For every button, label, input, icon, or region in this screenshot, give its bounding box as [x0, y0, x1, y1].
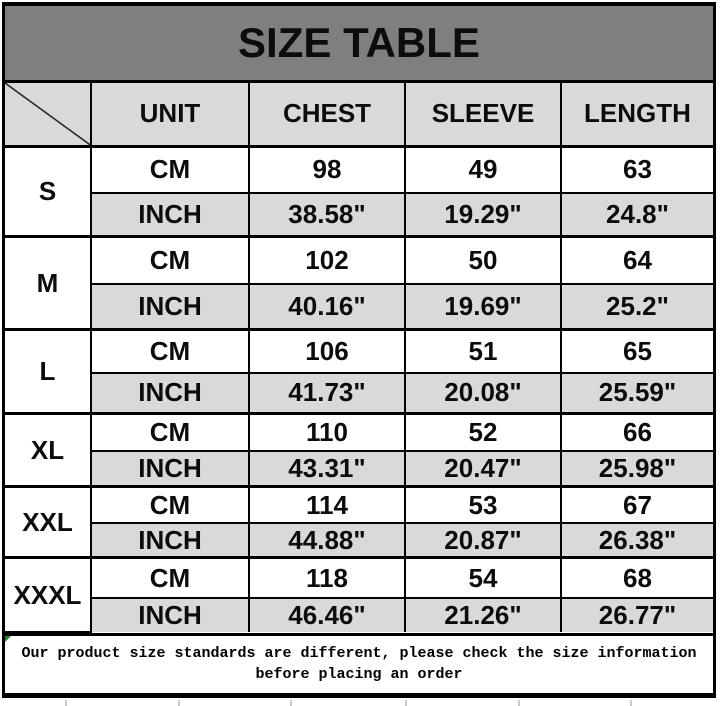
cell-chest: 41.73": [248, 371, 406, 415]
grid-remnant-tick: [65, 700, 67, 706]
cell-chest: 38.58": [248, 191, 406, 238]
table-row: INCH 44.88" 20.87" 26.38": [5, 521, 713, 559]
cell-length: 67: [560, 485, 713, 524]
cell-sleeve: 19.69": [404, 283, 562, 331]
grid-remnant-tick: [178, 700, 180, 706]
cell-chest: 44.88": [248, 521, 406, 559]
unit-inch-label: INCH: [91, 283, 250, 331]
unit-inch-label: INCH: [91, 191, 250, 238]
diagonal-header-cell: [5, 83, 92, 148]
table-row: XXL CM 114 53 67: [5, 485, 713, 559]
cell-sleeve: 53: [404, 485, 562, 524]
cell-sleeve: 49: [404, 144, 562, 194]
size-note-text: Our product size standards are different…: [21, 645, 697, 683]
cell-length: 63: [560, 144, 713, 194]
unit-inch-label: INCH: [91, 596, 250, 632]
header-row: UNIT CHEST SLEEVE LENGTH: [5, 83, 713, 148]
cell-chest: 46.46": [248, 596, 406, 632]
table-frame: SIZE TABLE UNIT CHEST SLEEVE LENGTH: [2, 2, 716, 698]
table-row: XXXL CM 118 54 68: [5, 556, 713, 634]
cell-length: 25.98": [560, 449, 713, 488]
unit-inch-label: INCH: [91, 521, 250, 559]
column-header-sleeve: SLEEVE: [404, 83, 562, 148]
cell-chest: 102: [248, 235, 406, 286]
table-row: S CM 98 49 63: [5, 144, 713, 238]
size-label-xl: XL: [5, 412, 92, 488]
size-table: UNIT CHEST SLEEVE LENGTH S CM 98 49 63 I…: [5, 83, 713, 634]
cell-length: 26.38": [560, 521, 713, 559]
table-row: XL CM 110 52 66: [5, 412, 713, 488]
unit-cm-label: CM: [90, 412, 250, 452]
table-row: L CM 106 51 65: [5, 327, 713, 415]
size-label-m: M: [5, 235, 92, 331]
cell-length: 65: [560, 327, 713, 374]
page-title: SIZE TABLE: [238, 19, 480, 66]
cell-length: 26.77": [560, 596, 713, 632]
cell-chest: 40.16": [248, 283, 406, 331]
unit-cm-label: CM: [90, 235, 250, 286]
size-label-s: S: [5, 144, 92, 238]
grid-remnant-tick: [630, 700, 632, 706]
table-row: INCH 43.31" 20.47" 25.98": [5, 449, 713, 488]
cell-sleeve: 50: [404, 235, 562, 286]
column-header-unit: UNIT: [90, 83, 250, 148]
unit-cm-label: CM: [90, 556, 250, 599]
cell-chest: 98: [248, 144, 406, 194]
size-label-l: L: [5, 327, 92, 415]
size-label-xxl: XXL: [5, 485, 92, 559]
cell-sleeve: 19.29": [404, 191, 562, 238]
table-row: INCH 38.58" 19.29" 24.8": [5, 191, 713, 238]
grid-remnant-tick: [290, 700, 292, 706]
cell-chest: 114: [248, 485, 406, 524]
cell-sleeve: 51: [404, 327, 562, 374]
unit-inch-label: INCH: [91, 449, 250, 488]
cell-sleeve: 52: [404, 412, 562, 452]
cell-sleeve: 20.08": [404, 371, 562, 415]
unit-cm-label: CM: [90, 327, 250, 374]
table-row: M CM 102 50 64: [5, 235, 713, 331]
cell-length: 64: [560, 235, 713, 286]
size-label-xxxl: XXXL: [5, 556, 92, 634]
column-header-chest: CHEST: [248, 83, 406, 148]
cell-sleeve: 20.47": [404, 449, 562, 488]
unit-inch-label: INCH: [91, 371, 250, 415]
column-header-length: LENGTH: [560, 83, 713, 148]
cell-length: 66: [560, 412, 713, 452]
unit-cm-label: CM: [90, 144, 250, 194]
table-row: INCH 40.16" 19.69" 25.2": [5, 283, 713, 331]
cell-sleeve: 54: [404, 556, 562, 599]
title-bar: SIZE TABLE: [5, 6, 713, 83]
grid-remnant-tick: [405, 700, 407, 706]
cell-length: 25.59": [560, 371, 713, 415]
cell-sleeve: 21.26": [404, 596, 562, 632]
cell-length: 68: [560, 556, 713, 599]
unit-cm-label: CM: [90, 485, 250, 524]
cell-chest: 118: [248, 556, 406, 599]
cell-sleeve: 20.87": [404, 521, 562, 559]
cell-chest: 110: [248, 412, 406, 452]
corner-marker: [5, 636, 11, 642]
diagonal-divider-icon: [5, 83, 90, 145]
table-row: INCH 41.73" 20.08" 25.59": [5, 371, 713, 415]
cell-chest: 106: [248, 327, 406, 374]
table-row: INCH 46.46" 21.26" 26.77": [5, 596, 713, 632]
size-note: Our product size standards are different…: [5, 633, 713, 693]
cell-length: 25.2": [560, 283, 713, 331]
cell-length: 24.8": [560, 191, 713, 238]
grid-remnant-tick: [518, 700, 520, 706]
cell-chest: 43.31": [248, 449, 406, 488]
